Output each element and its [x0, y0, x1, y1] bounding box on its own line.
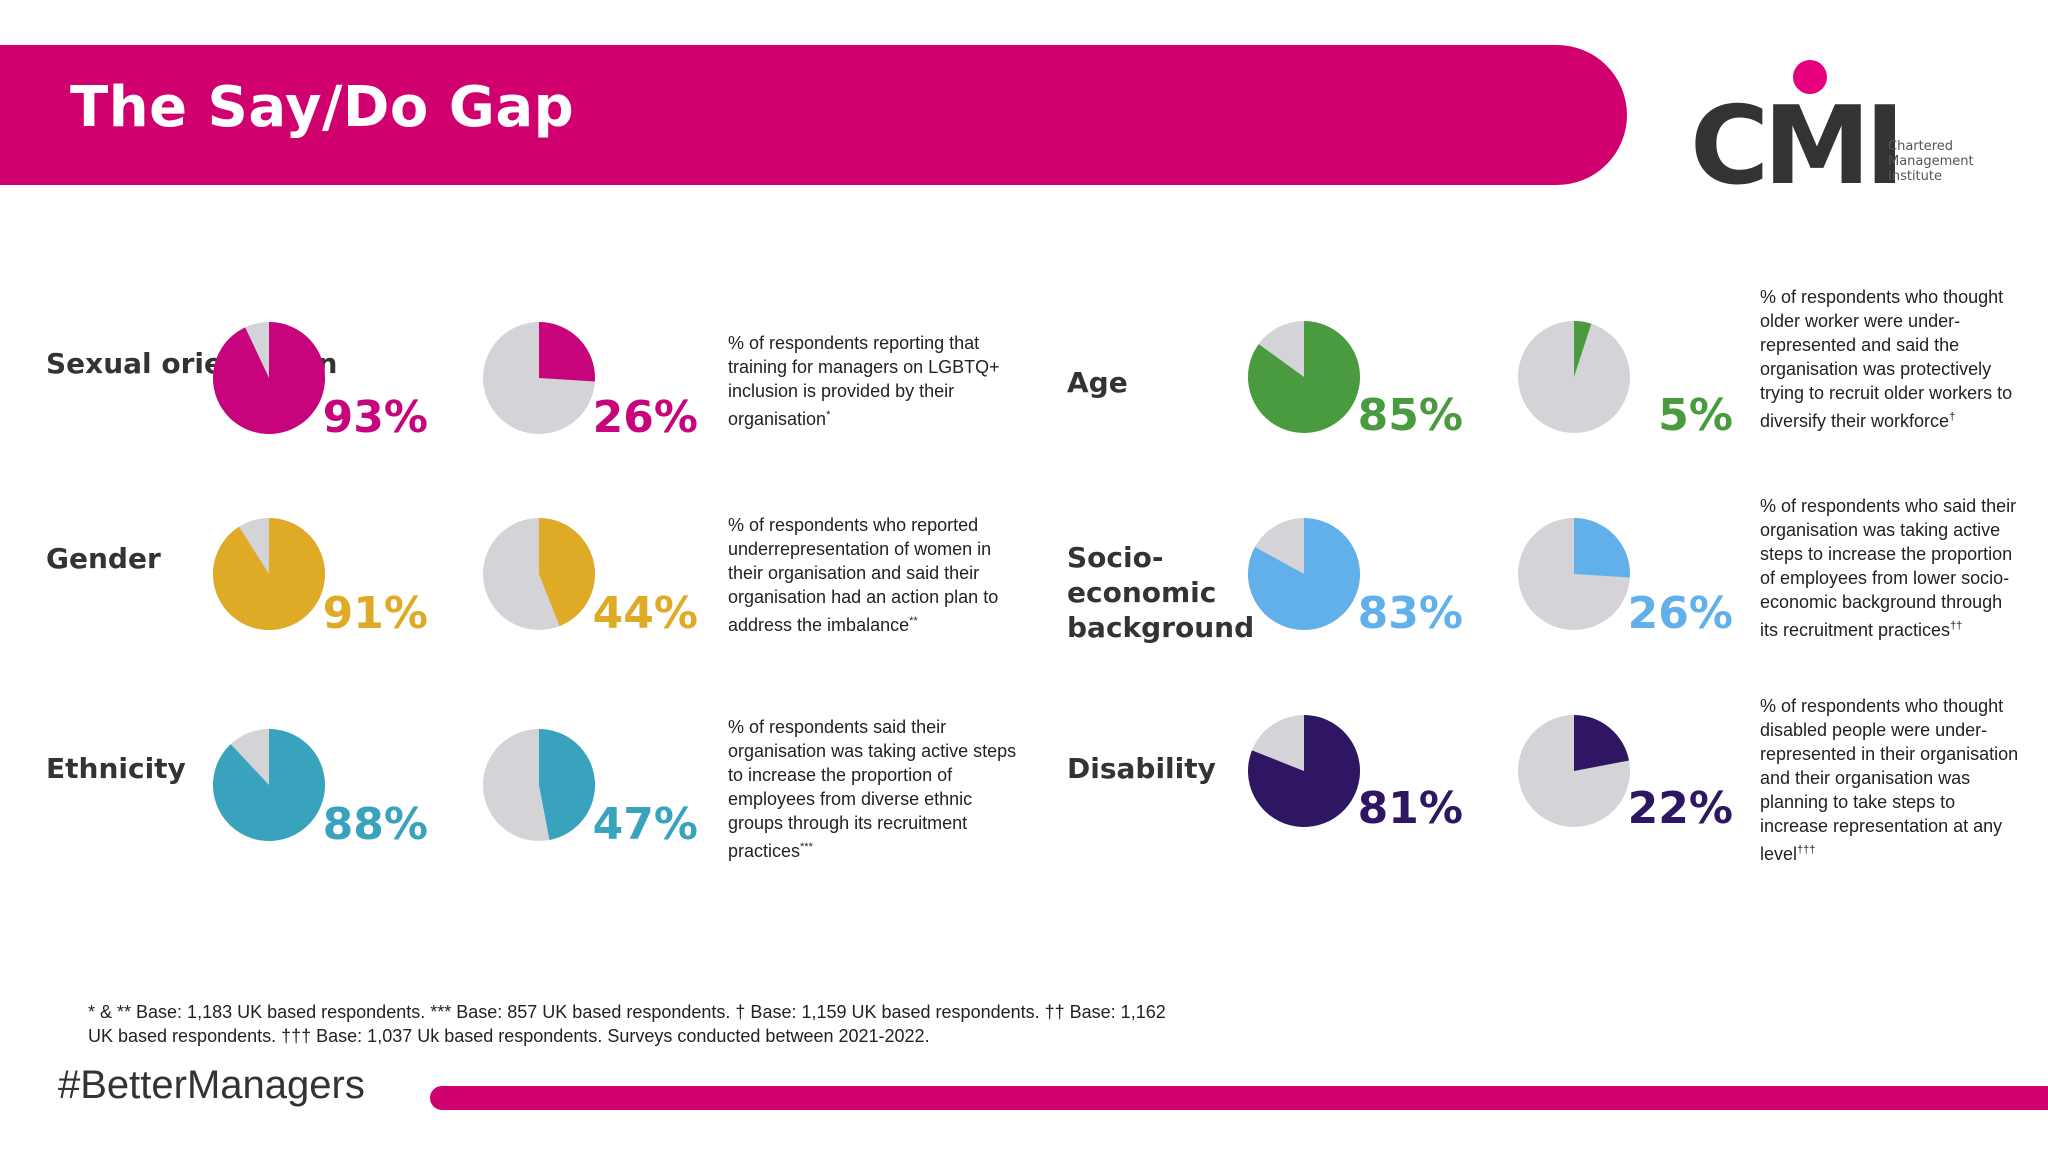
pie-sexual-orientation-action — [483, 322, 595, 434]
desc-text: % of respondents reporting that training… — [728, 333, 1000, 429]
desc-disability: % of respondents who thought disabled pe… — [1760, 694, 2025, 866]
category-disability: Disability — [1067, 752, 1216, 785]
category-age: Age — [1067, 366, 1128, 399]
desc-text: % of respondents said their organisation… — [728, 717, 1017, 861]
desc-text: % of respondents who thought older worke… — [1760, 287, 2013, 431]
logo-wordmark: CMI — [1690, 84, 1899, 195]
logo-line-3: Institute — [1888, 169, 1942, 184]
pct-ethnicity-action: 47% — [592, 799, 698, 850]
desc-ethnicity: % of respondents said their organisation… — [728, 715, 1018, 863]
page-title: The Say/Do Gap — [70, 75, 575, 140]
desc-sexual-orientation: % of respondents reporting that training… — [728, 331, 1018, 431]
pie-slice — [539, 518, 595, 627]
pie-gender-action — [483, 518, 595, 630]
pie-slice — [213, 322, 325, 434]
pie-slice — [1248, 321, 1360, 433]
pie-socio-economic-action — [1518, 518, 1630, 630]
category-gender: Gender — [46, 542, 161, 575]
pct-age-action: 5% — [1658, 390, 1733, 441]
pie-age-action — [1518, 321, 1630, 433]
category-socio-economic: Socio-economic background — [1067, 541, 1255, 644]
desc-marker: *** — [800, 841, 813, 853]
logo-line-2: Management — [1888, 154, 1974, 169]
pie-slice — [1574, 715, 1630, 771]
pct-sexual-orientation-total: 93% — [322, 392, 428, 443]
pie-slice — [1248, 518, 1360, 630]
pie-sexual-orientation-total — [213, 322, 325, 434]
pct-ethnicity-total: 88% — [322, 799, 428, 850]
pie-slice — [1248, 715, 1360, 827]
pie-disability-total — [1248, 715, 1360, 827]
pct-age-total: 85% — [1357, 390, 1463, 441]
pct-disability-total: 81% — [1357, 783, 1463, 834]
cmi-logo: CMI — [1690, 55, 1990, 209]
desc-gender: % of respondents who reported underrepre… — [728, 513, 1018, 637]
bottom-bar — [430, 1086, 2048, 1110]
desc-text: % of respondents who said their organisa… — [1760, 496, 2017, 640]
footnote: * & ** Base: 1,183 UK based respondents.… — [88, 1002, 1166, 1046]
pie-slice — [539, 729, 595, 841]
desc-marker: †† — [1950, 620, 1963, 632]
desc-socio-economic: % of respondents who said their organisa… — [1760, 494, 2025, 642]
pct-socio-economic-total: 83% — [1357, 588, 1463, 639]
logo-dot — [1793, 60, 1827, 94]
pie-slice — [213, 729, 325, 841]
pie-ethnicity-action — [483, 729, 595, 841]
pie-socio-economic-total — [1248, 518, 1360, 630]
desc-marker: ** — [909, 615, 918, 627]
cmi-logo-graphic: CMI — [1690, 60, 1905, 209]
pie-slice — [1574, 518, 1630, 578]
title-banner — [0, 45, 1627, 185]
pie-ethnicity-total — [213, 729, 325, 841]
desc-marker: † — [1949, 411, 1956, 423]
desc-text: % of respondents who thought disabled pe… — [1760, 696, 2019, 864]
pct-sexual-orientation-action: 26% — [592, 392, 698, 443]
pie-disability-action — [1518, 715, 1630, 827]
desc-marker: ††† — [1797, 844, 1816, 856]
hashtag: #BetterManagers — [58, 1063, 365, 1107]
pct-gender-total: 91% — [322, 588, 428, 639]
pie-slice — [213, 518, 325, 630]
pie-slice — [1574, 321, 1592, 377]
pct-disability-action: 22% — [1627, 783, 1733, 834]
desc-marker: * — [826, 409, 831, 421]
category-ethnicity: Ethnicity — [46, 752, 186, 785]
pie-slice — [539, 322, 595, 382]
desc-text: % of respondents who reported underrepre… — [728, 515, 999, 635]
logo-subtitle: Chartered Management Institute — [1888, 139, 1974, 184]
pct-socio-economic-action: 26% — [1627, 588, 1733, 639]
logo-line-1: Chartered — [1888, 139, 1954, 154]
pie-gender-total — [213, 518, 325, 630]
pct-gender-action: 44% — [592, 588, 698, 639]
pie-age-total — [1248, 321, 1360, 433]
desc-age: % of respondents who thought older worke… — [1760, 285, 2025, 433]
